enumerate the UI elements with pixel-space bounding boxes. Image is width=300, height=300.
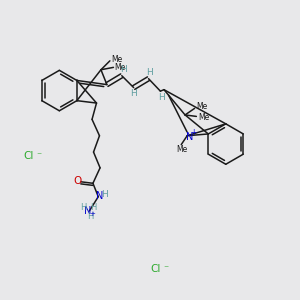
Text: Me: Me [114,64,125,73]
Text: ⁻: ⁻ [36,151,41,161]
Text: H: H [90,203,96,212]
Text: H: H [130,89,136,98]
Text: H: H [147,68,153,77]
Text: N: N [84,206,91,216]
Text: Me: Me [196,102,207,111]
Text: H: H [87,212,93,221]
Text: Me: Me [198,113,209,122]
Text: N: N [186,132,193,142]
Text: +: + [89,211,95,217]
Text: O: O [74,176,82,186]
Text: H: H [80,203,86,212]
Text: H: H [158,93,165,102]
Text: H: H [101,190,108,199]
Text: Me: Me [111,55,122,64]
Text: H: H [120,65,127,74]
Text: Me: Me [176,145,188,154]
Text: ⁻: ⁻ [164,264,169,274]
Text: +: + [190,128,197,137]
Text: Cl: Cl [151,264,161,274]
Text: N: N [96,191,103,201]
Text: Cl: Cl [23,151,33,161]
